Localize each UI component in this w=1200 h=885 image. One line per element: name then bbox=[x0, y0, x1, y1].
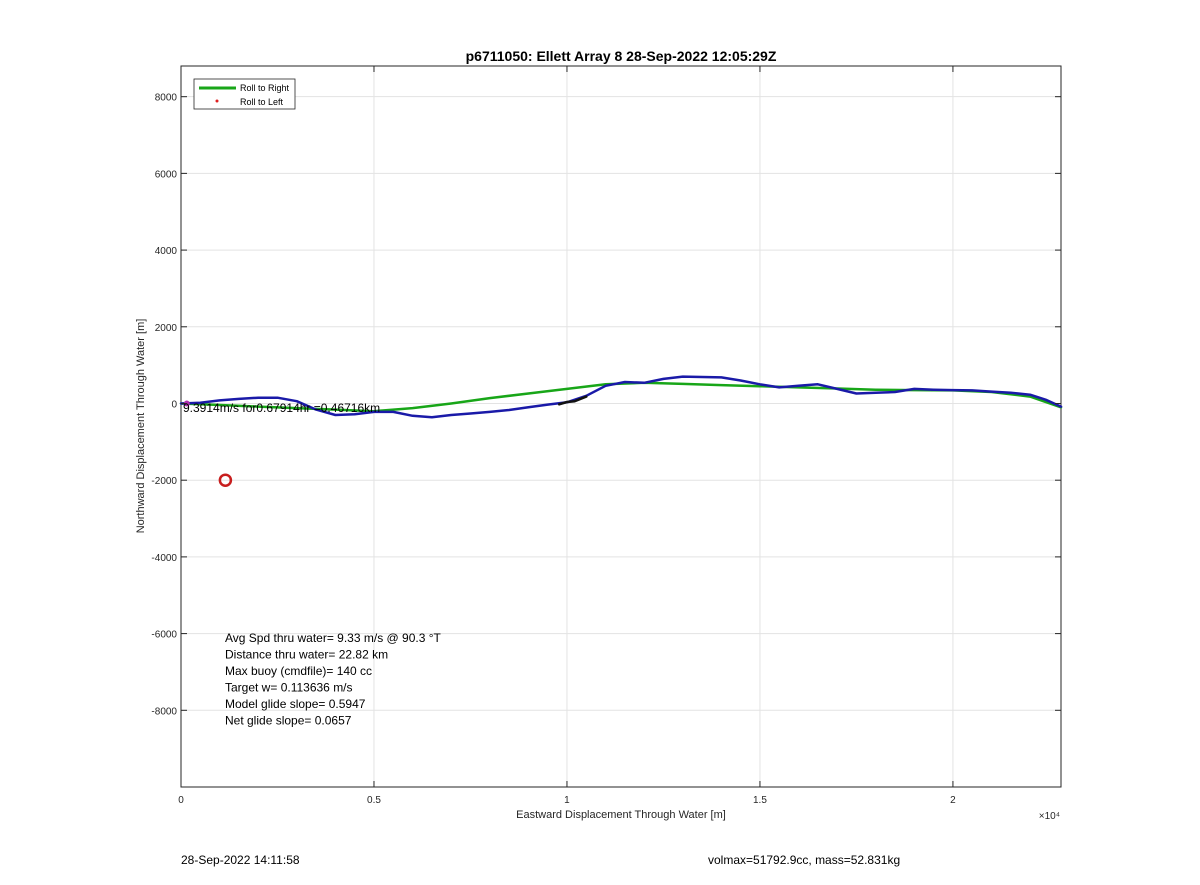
y-tick-label: -6000 bbox=[151, 630, 177, 641]
stats-line: Distance thru water= 22.82 km bbox=[225, 648, 388, 662]
x-axis-label: Eastward Displacement Through Water [m] bbox=[516, 809, 726, 821]
series-line-2 bbox=[557, 395, 588, 406]
x-tick-label: 2 bbox=[950, 795, 956, 806]
x-exponent-label: ×10⁴ bbox=[1039, 811, 1060, 822]
y-tick-label: 2000 bbox=[155, 323, 178, 334]
y-tick-label: -2000 bbox=[151, 476, 177, 487]
legend-swatch-roll-left bbox=[215, 99, 219, 103]
stats-line: Net glide slope= 0.0657 bbox=[225, 714, 352, 728]
start-marker-circle bbox=[218, 473, 233, 487]
y-tick-label: -4000 bbox=[151, 553, 177, 564]
x-tick-label: 0 bbox=[178, 795, 184, 806]
axis-ticks: 0 0.5 1 1.5 2 -8000 -6000 -4000 -2000 0 2000 4000 60… bbox=[151, 66, 1061, 806]
legend: Roll to Right Roll to Left bbox=[193, 78, 296, 110]
y-tick-label: 0 bbox=[171, 399, 177, 410]
y-tick-label: -8000 bbox=[151, 706, 177, 717]
x-tick-label: 1.5 bbox=[753, 795, 767, 806]
stats-line: Model glide slope= 0.5947 bbox=[225, 697, 366, 711]
y-tick-label: 8000 bbox=[155, 93, 178, 104]
grid-lines bbox=[180, 66, 1061, 787]
y-tick-label: 4000 bbox=[155, 246, 178, 257]
series-layer: 9.3914m/s for0.67914hr =0.46716km bbox=[179, 375, 1063, 487]
stats-line: Max buoy (cmdfile)= 140 cc bbox=[225, 664, 372, 678]
stats-line: Avg Spd thru water= 9.33 m/s @ 90.3 °T bbox=[225, 631, 442, 645]
series-line-1 bbox=[179, 375, 1063, 419]
footer-timestamp: 28-Sep-2022 14:11:58 bbox=[181, 853, 300, 867]
legend-label-roll-left: Roll to Left bbox=[240, 97, 284, 107]
stats-text-block: Avg Spd thru water= 9.33 m/s @ 90.3 °T Di… bbox=[225, 631, 442, 728]
plot-area bbox=[180, 65, 1062, 788]
legend-label-roll-right: Roll to Right bbox=[240, 83, 290, 93]
footer-mass-info: volmax=51792.9cc, mass=52.831kg bbox=[708, 853, 901, 867]
segment-annotation: 9.3914m/s for0.67914hr =0.46716km bbox=[183, 401, 380, 415]
x-tick-label: 1 bbox=[564, 795, 570, 806]
y-axis-label: Northward Displacement Through Water [m] bbox=[135, 319, 147, 534]
y-tick-label: 6000 bbox=[155, 169, 178, 180]
x-tick-label: 0.5 bbox=[367, 795, 381, 806]
stats-line: Target w= 0.113636 m/s bbox=[225, 681, 353, 695]
chart-title: p6711050: Ellett Array 8 28-Sep-2022 12:… bbox=[466, 48, 777, 64]
